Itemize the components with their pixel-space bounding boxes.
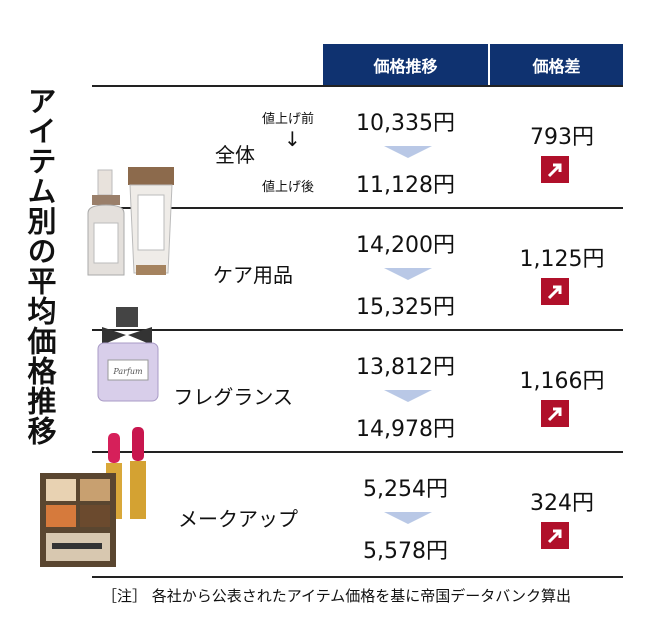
row-label: ケア用品 [213,263,293,287]
chevron-down-icon [384,512,432,524]
table-row: ケア用品 14,200円 15,325円 1,125円 [92,209,623,331]
vertical-title: アイテム別の平均価格推移 [23,86,57,446]
up-arrow-icon [541,400,569,427]
before-label: 値上げ前 [262,112,315,127]
skincare-bottles-image [87,167,174,276]
after-label: 値上げ後 [262,180,315,195]
price-before: 10,335円 [356,111,455,136]
header-price-trend: 価格推移 [323,44,488,86]
divider [92,85,623,87]
chevron-down-icon [384,390,432,402]
price-diff: 1,166円 [519,369,605,394]
footnote: ［注］ 各社から公表されたアイテム価格を基に帝国データバンク算出 [102,587,572,605]
price-diff: 1,125円 [519,247,605,272]
row-label: フレグランス [173,385,293,409]
table-row: フレグランス 13,812円 14,978円 1,166円 [92,331,623,453]
perfume-bottle-image: Parfum [97,307,159,402]
row-label: メークアップ [178,507,298,531]
chevron-down-icon [384,268,432,280]
up-arrow-icon [541,278,569,305]
table-row: 全体 値上げ前 ↓ 値上げ後 10,335円 11,128円 793円 [92,87,623,209]
price-diff: 793円 [530,125,594,150]
price-after: 5,578円 [363,539,448,564]
price-diff: 324円 [530,491,594,516]
up-arrow-icon [541,156,569,183]
row-label: 全体 [215,143,255,167]
price-before: 14,200円 [356,233,455,258]
divider [92,576,623,578]
divider [92,207,623,209]
divider [92,329,623,331]
price-after: 14,978円 [356,417,455,442]
price-after: 11,128円 [356,173,455,198]
table-row: メークアップ 5,254円 5,578円 324円 [92,453,623,575]
perfume-label-text: Parfum [112,367,143,376]
price-before: 13,812円 [356,355,455,380]
down-arrow-icon: ↓ [284,127,301,151]
price-after: 15,325円 [356,295,455,320]
makeup-palette-image [40,427,146,567]
price-before: 5,254円 [363,477,448,502]
chevron-down-icon [384,146,432,158]
up-arrow-icon [541,522,569,549]
header-price-diff: 価格差 [490,44,623,86]
divider [92,451,623,453]
